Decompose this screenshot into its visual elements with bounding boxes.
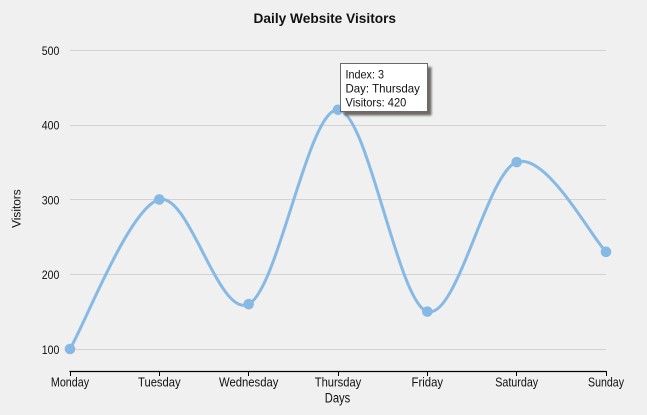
svg-text:100: 100 <box>42 343 60 357</box>
svg-text:Visitors: 420: Visitors: 420 <box>346 95 407 109</box>
svg-text:500: 500 <box>42 44 60 58</box>
svg-text:400: 400 <box>42 119 60 133</box>
svg-text:Monday: Monday <box>51 374 90 389</box>
svg-text:Sunday: Sunday <box>588 374 624 389</box>
svg-text:200: 200 <box>42 268 60 282</box>
svg-text:Thursday: Thursday <box>315 374 362 389</box>
svg-text:Day: Thursday: Day: Thursday <box>346 81 420 95</box>
svg-text:Visitors: Visitors <box>10 189 24 228</box>
svg-text:300: 300 <box>42 193 60 207</box>
svg-text:Daily Website Visitors: Daily Website Visitors <box>254 10 397 26</box>
svg-text:Index: 3: Index: 3 <box>346 67 385 81</box>
svg-text:Days: Days <box>325 390 351 405</box>
svg-text:Friday: Friday <box>412 374 444 389</box>
svg-text:Wednesday: Wednesday <box>219 374 279 389</box>
svg-text:Tuesday: Tuesday <box>138 374 181 389</box>
svg-text:Saturday: Saturday <box>495 374 538 389</box>
